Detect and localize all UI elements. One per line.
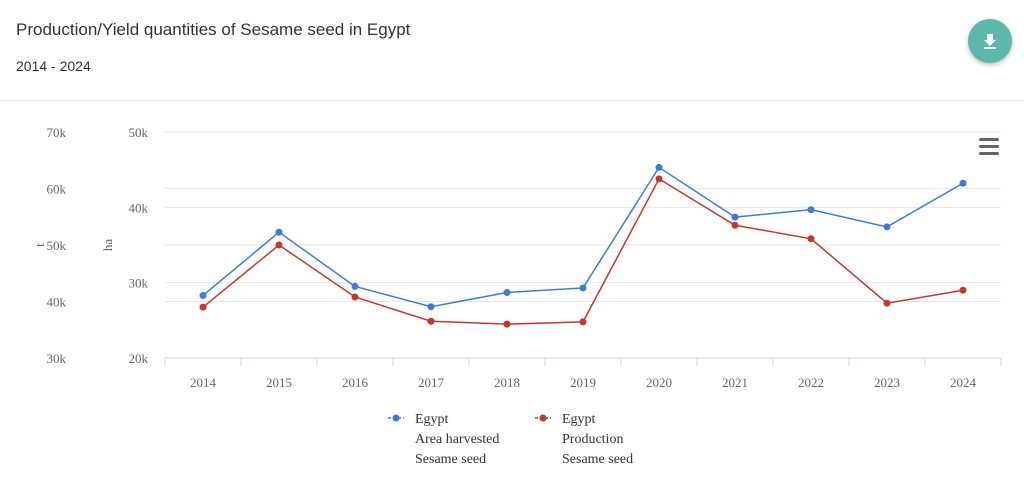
download-icon	[984, 34, 996, 49]
legend-label: Sesame seed	[415, 452, 486, 467]
data-point	[427, 303, 435, 311]
chart-title: Production/Yield quantities of Sesame se…	[16, 20, 411, 39]
data-point	[275, 228, 283, 236]
data-point	[503, 320, 511, 328]
y-tick-label: 30k	[129, 276, 149, 291]
y-tick-label: 40k	[47, 295, 67, 310]
legend-label: Area harvested	[415, 432, 499, 447]
x-tick-label: 2017	[418, 375, 445, 390]
chart-subtitle: 2014 - 2024	[16, 58, 91, 74]
y-axis-title: ha	[100, 239, 115, 252]
data-point	[427, 317, 435, 325]
data-point	[351, 282, 359, 290]
legend-label: Egypt	[562, 412, 596, 427]
data-point	[199, 291, 207, 299]
legend-marker	[392, 414, 400, 422]
y-tick-label: 30k	[47, 351, 67, 366]
legend-label: Sesame seed	[562, 452, 633, 467]
x-tick-label: 2023	[874, 375, 900, 390]
data-point	[807, 235, 815, 243]
y-tick-label: 40k	[129, 200, 149, 215]
legend-item[interactable]: Egypt Area harvested Sesame seed	[388, 412, 499, 467]
x-tick-label: 2019	[570, 375, 596, 390]
x-tick-label: 2022	[798, 375, 824, 390]
data-point	[275, 241, 283, 249]
x-tick-label: 2015	[266, 375, 292, 390]
x-tick-label: 2014	[190, 375, 217, 390]
data-point	[579, 318, 587, 326]
legend-label: Egypt	[415, 412, 449, 427]
data-point	[807, 206, 815, 214]
series-line	[202, 177, 964, 325]
data-point	[655, 175, 663, 183]
y-tick-label: 70k	[47, 125, 67, 140]
data-point	[579, 284, 587, 292]
y-tick-label: 20k	[129, 351, 149, 366]
y-tick-label: 60k	[47, 182, 67, 197]
x-tick-label: 2021	[722, 375, 748, 390]
data-point	[731, 221, 739, 229]
data-point	[351, 293, 359, 301]
y-tick-label: 50k	[47, 238, 67, 253]
x-tick-label: 2016	[342, 375, 369, 390]
header-divider	[0, 100, 1024, 101]
legend-item[interactable]: Egypt Production Sesame seed	[535, 412, 633, 467]
data-point	[199, 303, 207, 311]
legend-label: Production	[562, 432, 623, 447]
x-tick-label: 2018	[494, 375, 520, 390]
y-tick-label: 50k	[129, 125, 149, 140]
data-point	[959, 179, 967, 187]
menu-icon[interactable]	[979, 138, 999, 155]
data-point	[503, 288, 511, 296]
y-axis-title: t	[32, 243, 47, 247]
data-point	[883, 223, 891, 231]
data-point	[959, 286, 967, 294]
download-button[interactable]	[968, 19, 1012, 63]
data-point	[655, 163, 663, 171]
data-point	[731, 213, 739, 221]
data-point	[883, 299, 891, 307]
x-tick-label: 2020	[646, 375, 672, 390]
legend-marker	[539, 414, 547, 422]
x-tick-label: 2024	[950, 375, 977, 390]
